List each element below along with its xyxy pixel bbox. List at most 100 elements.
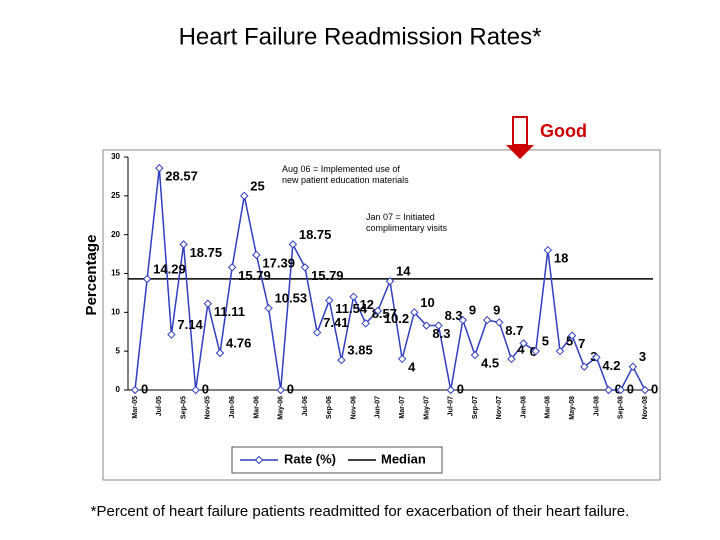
value-label: 4 — [408, 359, 416, 374]
x-tick-label: Jul-08 — [593, 396, 600, 416]
rate-point — [215, 348, 225, 358]
rate-point — [191, 385, 200, 395]
rate-point — [276, 385, 285, 395]
x-tick-label: Sep-06 — [326, 396, 333, 419]
legend-marker — [254, 455, 264, 465]
value-label: 5 — [542, 334, 549, 349]
rate-point — [397, 354, 407, 364]
value-label: 28.57 — [165, 169, 198, 184]
rate-point — [616, 385, 625, 395]
value-label: 7.14 — [177, 317, 203, 332]
value-label: 9 — [469, 303, 476, 318]
rate-point — [361, 319, 370, 328]
x-tick-label: Nov-06 — [350, 396, 357, 419]
value-label: 15.79 — [238, 268, 271, 283]
y-tick-label: 25 — [111, 191, 120, 200]
rate-point — [531, 346, 540, 356]
rate-point — [155, 163, 164, 173]
x-tick-label: Jan-08 — [520, 396, 527, 418]
x-tick-label: May-06 — [278, 396, 285, 420]
value-label: 11.54 — [335, 301, 368, 316]
legend-label: Rate (%) — [284, 451, 336, 466]
value-label: 10.2 — [384, 311, 409, 326]
value-label: 11.11 — [214, 304, 245, 319]
rate-point — [458, 315, 468, 325]
annotation-box: Jan 07 = Initiated complimentary visits — [366, 212, 448, 233]
value-label: 18.75 — [190, 245, 223, 260]
rate-point — [227, 263, 237, 272]
good-label: Good — [540, 121, 587, 141]
x-tick-label: Jan-06 — [229, 396, 236, 418]
rate-point — [264, 304, 273, 313]
value-label: 4.2 — [602, 358, 620, 373]
footnote: *Percent of heart failure patients readm… — [91, 503, 630, 520]
x-tick-label: Sep-08 — [618, 396, 625, 419]
value-label: 4.76 — [226, 335, 251, 350]
rate-point — [470, 350, 480, 360]
x-tick-label: Mar-07 — [399, 396, 406, 419]
y-tick-label: 15 — [111, 269, 120, 278]
rate-point — [142, 274, 152, 284]
value-label: 8.3 — [445, 308, 463, 323]
rate-point — [640, 385, 650, 395]
value-label: 10.53 — [275, 291, 308, 306]
value-label: 10 — [420, 295, 434, 310]
value-label: 4.5 — [481, 355, 499, 370]
y-axis-label: Percentage — [83, 235, 100, 316]
x-tick-label: Nov-08 — [642, 396, 649, 419]
x-tick-label: Mar-08 — [545, 396, 552, 419]
rate-point — [373, 306, 383, 315]
value-label: 0 — [141, 381, 148, 396]
x-tick-label: May-07 — [423, 396, 430, 420]
value-label: 0 — [651, 381, 658, 396]
rate-point — [422, 321, 431, 330]
value-label: 0 — [287, 381, 294, 396]
rate-point — [325, 296, 334, 305]
x-tick-label: Jul-05 — [156, 396, 163, 416]
value-label: 17.39 — [262, 255, 295, 270]
value-label: 18 — [554, 251, 568, 266]
value-label: 4 — [517, 341, 525, 356]
arrow-shaft — [512, 116, 528, 146]
x-tick-label: Nov-07 — [496, 396, 503, 419]
value-label: 15.79 — [311, 268, 344, 283]
value-label: 7.41 — [323, 315, 348, 330]
value-label: 8.7 — [505, 323, 523, 338]
annotation-jan07: Jan 07 = Initiated complimentary visits — [366, 212, 448, 233]
arrow-head — [506, 145, 534, 159]
value-label: 18.75 — [299, 227, 332, 242]
rate-point — [507, 354, 516, 364]
rate-point — [519, 339, 528, 348]
rate-point — [604, 385, 613, 395]
rate-point — [446, 385, 455, 395]
value-label: 25 — [250, 178, 264, 193]
rate-point — [410, 308, 419, 317]
y-tick-label: 10 — [111, 307, 120, 316]
value-label: 8.3 — [432, 326, 450, 341]
value-label: 0 — [457, 381, 464, 396]
rate-point — [567, 331, 577, 340]
annotation-box: Aug 06 = Implemented use of new patient … — [282, 164, 409, 185]
rate-point — [337, 355, 346, 365]
x-tick-label: Nov-05 — [205, 396, 212, 419]
x-tick-label: Jul-07 — [448, 396, 455, 416]
y-tick-label: 20 — [111, 230, 120, 239]
x-tick-label: May-08 — [569, 396, 576, 420]
value-label: 9 — [493, 303, 500, 318]
rate-point — [482, 315, 492, 325]
y-tick-label: 0 — [116, 385, 121, 394]
value-label: 7 — [578, 336, 585, 351]
x-tick-label: Jan-07 — [375, 396, 382, 418]
x-tick-label: Mar-05 — [132, 396, 139, 419]
value-label: 12 — [360, 297, 374, 312]
rate-point — [203, 299, 213, 308]
y-tick-label: 5 — [116, 346, 121, 355]
rate-point — [628, 362, 638, 371]
value-label: 14 — [396, 264, 411, 279]
value-label: 3 — [639, 349, 646, 364]
value-label: 5 — [566, 334, 573, 349]
rate-point — [312, 328, 322, 337]
rate-point — [555, 346, 565, 356]
rate-point — [543, 245, 553, 255]
rate-point — [252, 250, 261, 260]
